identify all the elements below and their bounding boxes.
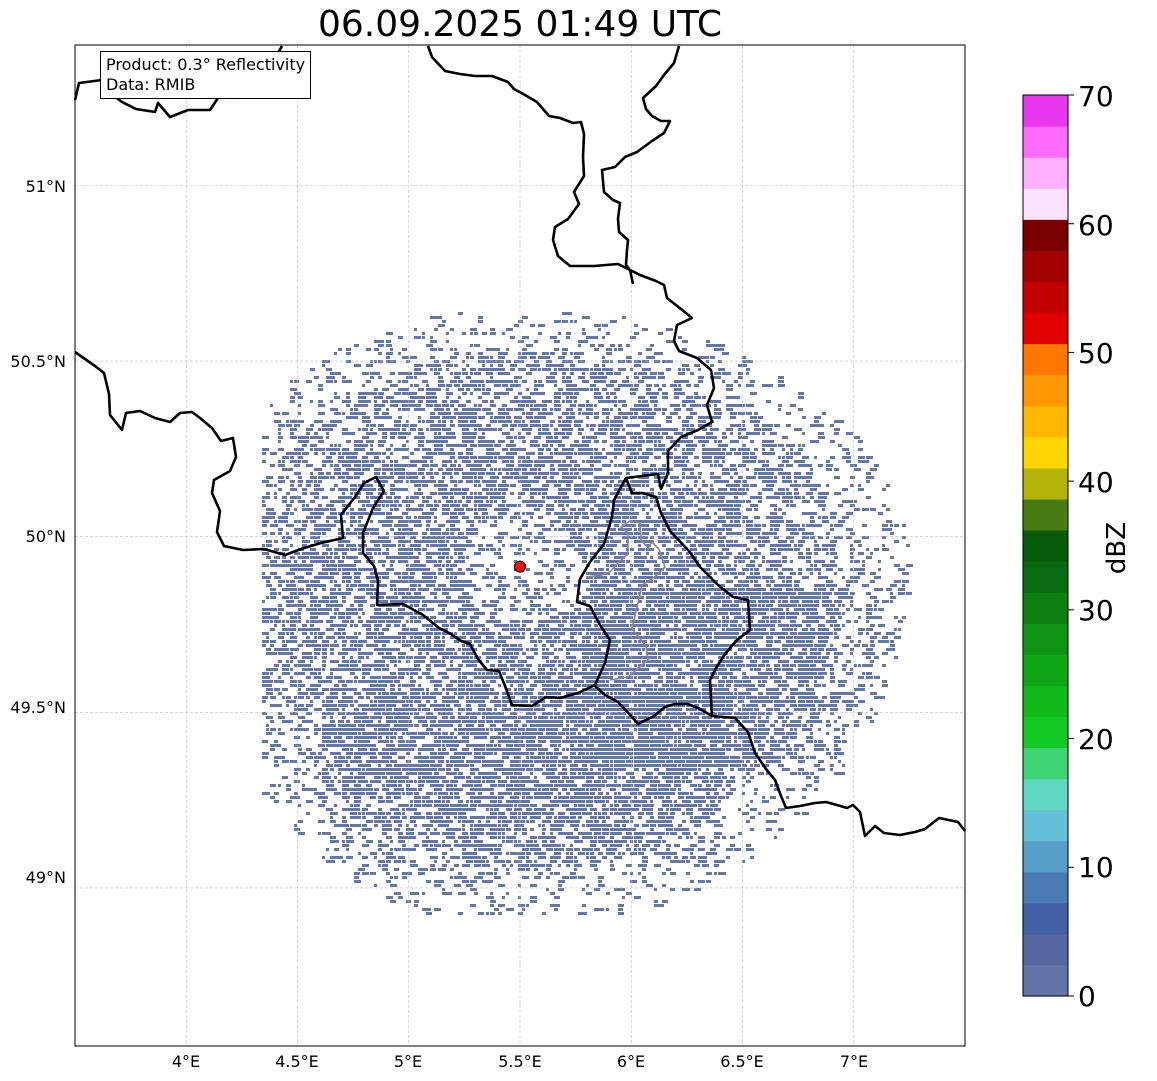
colorbar-segment — [1023, 343, 1068, 376]
radar-site-marker — [514, 560, 526, 573]
border-segment — [624, 477, 752, 717]
border-segment — [74, 45, 716, 708]
colorbar-segment — [1023, 219, 1068, 251]
colorbar-segment — [1023, 623, 1068, 655]
colorbar-segment — [1023, 654, 1068, 686]
colorbar-tick-label: 60 — [1078, 209, 1114, 242]
radar-echo-pixels — [262, 312, 913, 915]
colorbar-segment — [1023, 933, 1068, 966]
colorbar-tick-label: 50 — [1078, 337, 1114, 370]
colorbar-segment — [1023, 809, 1068, 842]
product-text: Product: 0.3° Reflectivity — [106, 55, 306, 74]
colorbar-segment — [1023, 126, 1068, 158]
lon-tick-label: 7°E — [839, 1052, 869, 1071]
lat-tick-label: 49°N — [25, 868, 66, 887]
border-segment — [594, 685, 967, 838]
colorbar-tick-label: 30 — [1078, 594, 1114, 627]
colorbar-segment — [1023, 840, 1068, 873]
colorbar-segment — [1023, 592, 1068, 624]
colorbar-segment — [1023, 436, 1068, 469]
data-source-text: Data: RMIB — [106, 75, 196, 94]
luxembourg-province-border — [585, 520, 666, 681]
info-box: Product: 0.3° Reflectivity Data: RMIB — [100, 51, 312, 99]
lat-tick-label: 49.5°N — [10, 698, 66, 717]
map-layer — [73, 45, 967, 1046]
colorbar-segment — [1023, 405, 1068, 438]
colorbar-segment — [1023, 312, 1068, 345]
map-frame — [74, 44, 966, 1047]
lat-tick-label: 50°N — [25, 527, 66, 546]
colorbar-segment — [1023, 747, 1068, 780]
radar-echo-layer — [262, 312, 913, 915]
colorbar-frame — [1022, 94, 1069, 997]
colorbar — [1022, 94, 1074, 997]
colorbar-segment — [1023, 964, 1068, 997]
colorbar-axis-label: dBZ — [1102, 521, 1132, 575]
colorbar-segment — [1023, 685, 1068, 717]
colorbar-segment — [1023, 374, 1068, 407]
colorbar-tick-label: 20 — [1078, 723, 1114, 756]
lon-tick-label: 5°E — [393, 1052, 423, 1071]
colorbar-segment — [1023, 188, 1068, 220]
lon-tick-label: 5.5°E — [498, 1052, 542, 1071]
colorbar-segment — [1023, 498, 1068, 531]
lon-tick-label: 6°E — [616, 1052, 646, 1071]
lat-tick-label: 51°N — [25, 177, 66, 196]
colorbar-segment — [1023, 467, 1068, 500]
colorbar-segment — [1023, 778, 1068, 811]
colorbar-segment — [1023, 281, 1068, 314]
colorbar-segment — [1023, 561, 1068, 593]
colorbar-segment — [1023, 529, 1068, 562]
graticule — [75, 45, 965, 1046]
colorbar-segment — [1023, 250, 1068, 283]
map-title: 06.09.2025 01:49 UTC — [317, 4, 723, 45]
lat-tick-label: 50.5°N — [10, 352, 66, 371]
colorbar-segment — [1023, 871, 1068, 904]
colorbar-segment — [1023, 157, 1068, 189]
border-segment — [600, 45, 681, 285]
colorbar-segment — [1023, 716, 1068, 749]
lon-tick-label: 4°E — [171, 1052, 201, 1071]
colorbar-tick-label: 0 — [1078, 980, 1096, 1013]
lon-tick-label: 6.5°E — [720, 1052, 764, 1071]
colorbar-tick-label: 40 — [1078, 466, 1114, 499]
lon-tick-label: 4.5°E — [275, 1052, 319, 1071]
colorbar-segment — [1023, 902, 1068, 935]
colorbar-tick-label: 10 — [1078, 851, 1114, 884]
colorbar-tick-label: 70 — [1078, 80, 1114, 113]
colorbar-segment — [1023, 95, 1068, 127]
